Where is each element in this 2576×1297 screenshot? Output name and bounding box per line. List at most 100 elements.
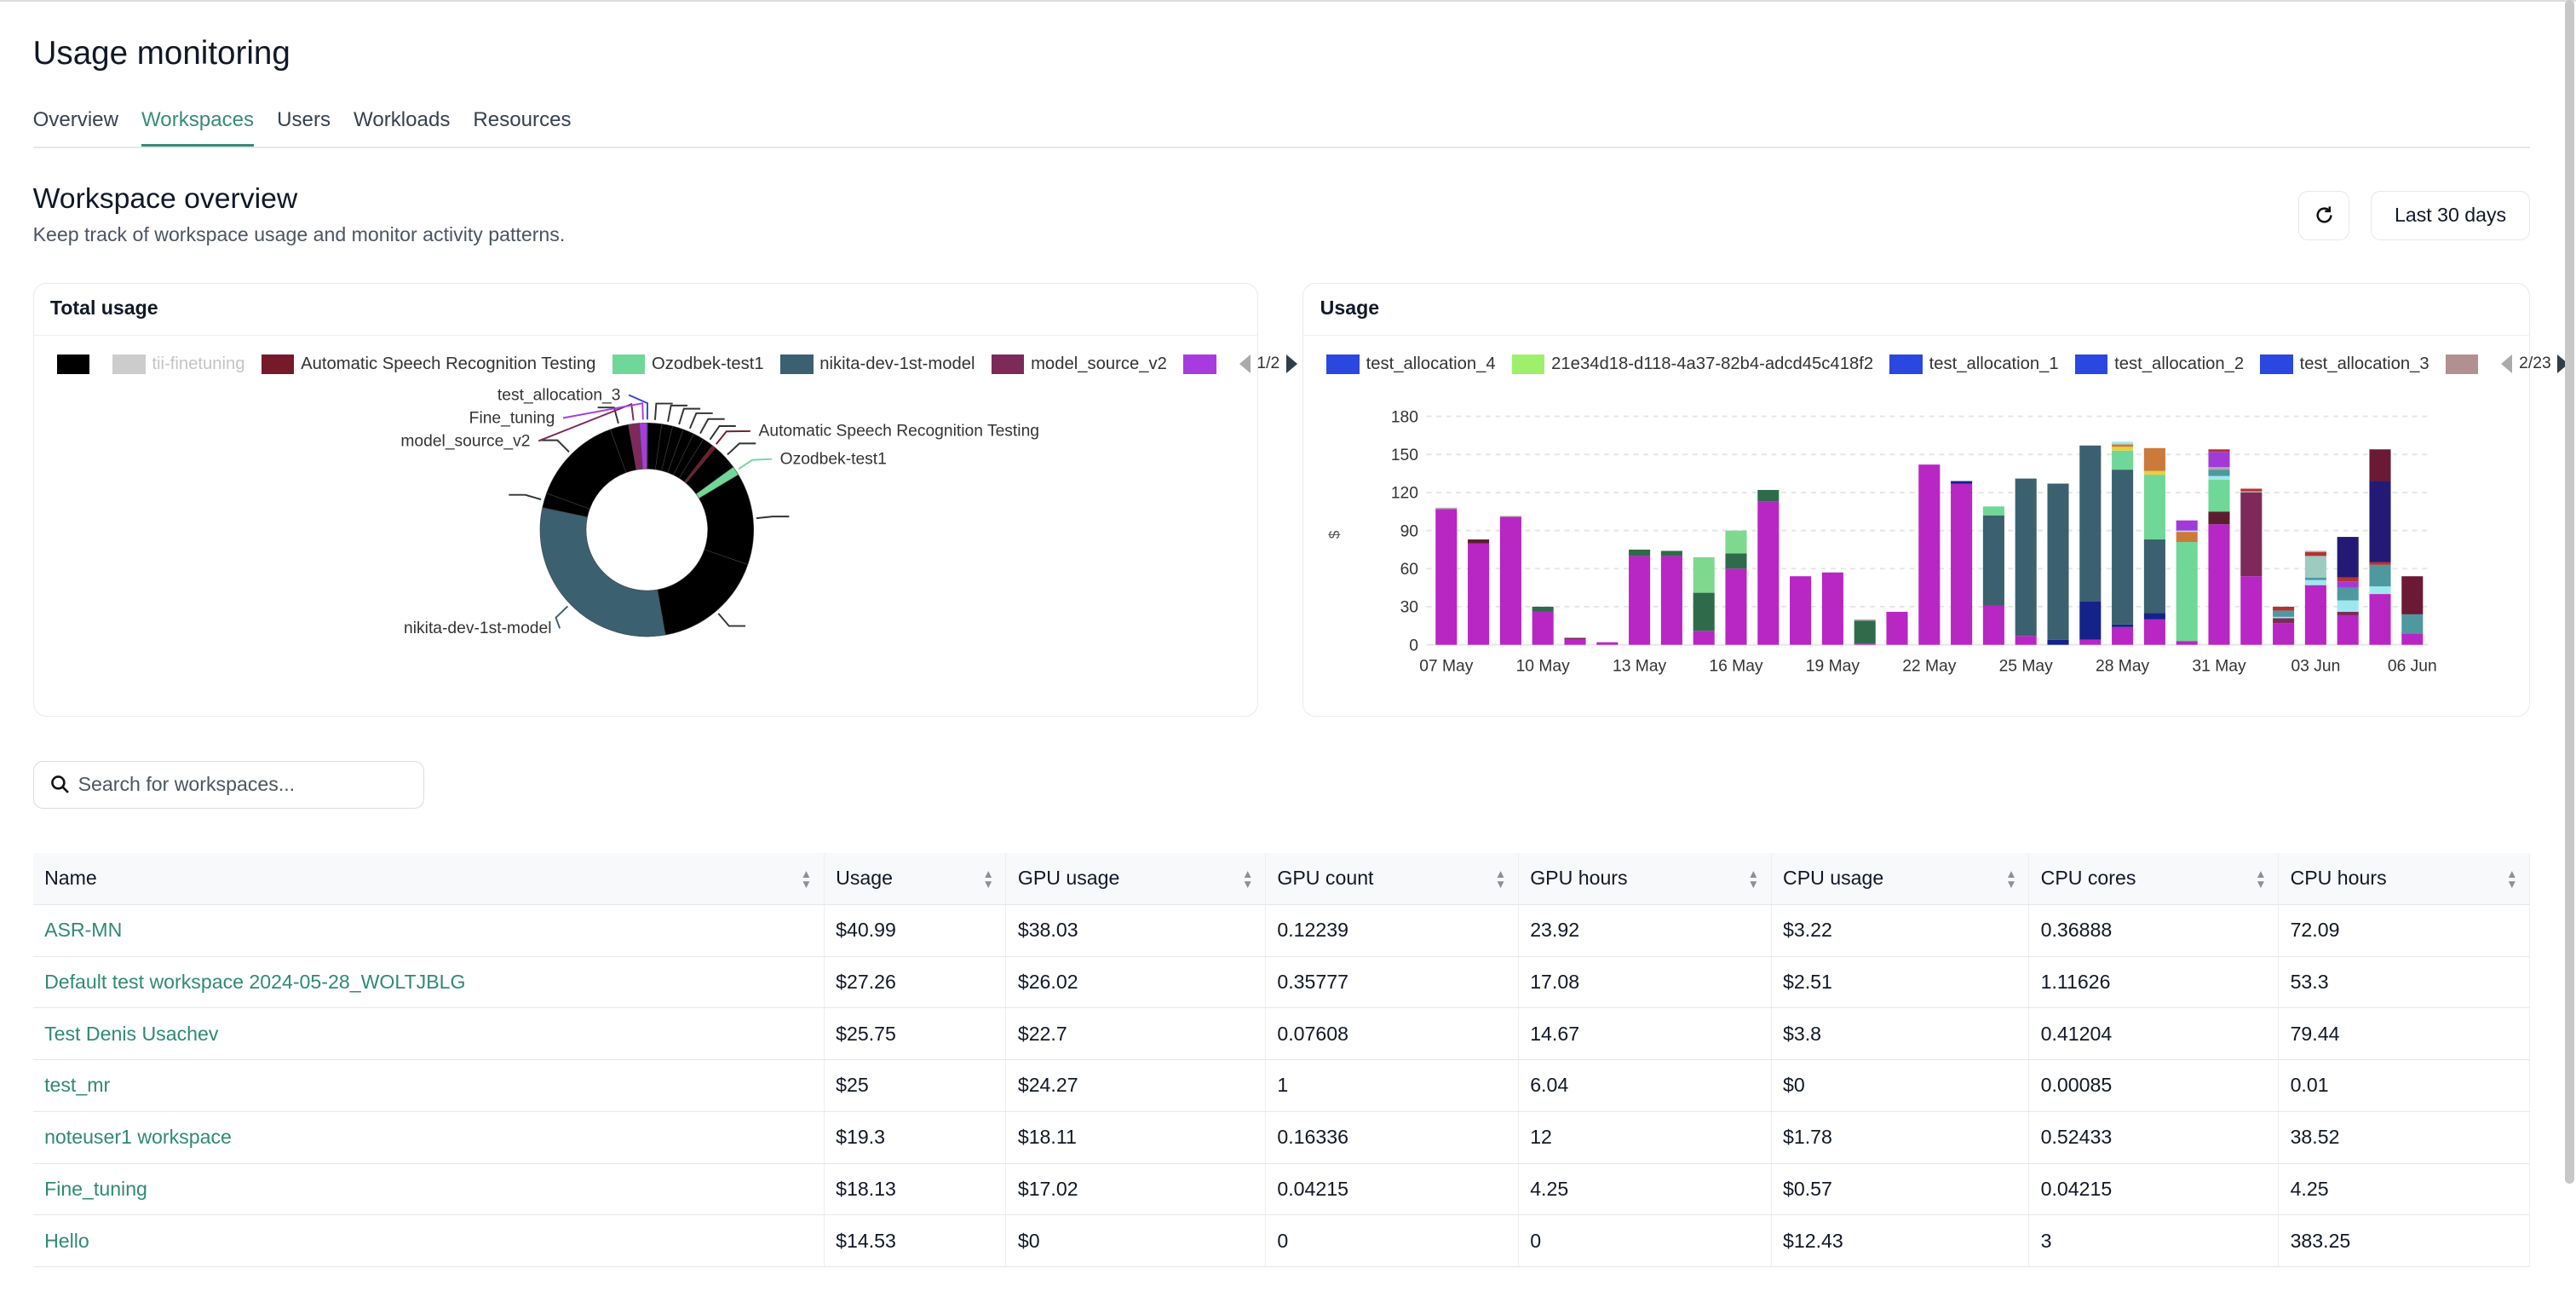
bar-segment[interactable] bbox=[1854, 643, 1877, 646]
bar-segment[interactable] bbox=[1725, 553, 1747, 569]
bar-segment[interactable] bbox=[1951, 481, 1973, 484]
bar-segment[interactable] bbox=[1790, 576, 1812, 646]
bar-segment[interactable] bbox=[2337, 578, 2360, 582]
bar-segment[interactable] bbox=[1661, 556, 1683, 646]
tab-workspaces[interactable]: Workspaces bbox=[141, 108, 255, 147]
table-row[interactable]: noteuser1 workspace $19.3 $18.11 0.16336 12 $… bbox=[32, 1111, 2531, 1164]
bar-segment[interactable] bbox=[1532, 607, 1555, 613]
bar-segment[interactable] bbox=[2273, 610, 2295, 618]
bar-segment[interactable] bbox=[1693, 592, 1716, 631]
bar-segment[interactable] bbox=[2112, 444, 2134, 447]
bar-segment[interactable] bbox=[1435, 508, 1458, 510]
bar-segment[interactable] bbox=[2208, 476, 2230, 481]
legend-item[interactable] bbox=[2445, 354, 2485, 374]
legend-item[interactable]: test_allocation_2 bbox=[2074, 354, 2244, 374]
bar-segment[interactable] bbox=[2047, 483, 2069, 641]
tab-resources[interactable]: Resources bbox=[473, 108, 572, 132]
workspace-link[interactable]: Fine_tuning bbox=[32, 1163, 825, 1216]
bar-segment[interactable] bbox=[2240, 491, 2263, 493]
legend-item[interactable]: test_allocation_3 bbox=[2260, 354, 2429, 374]
bar-segment[interactable] bbox=[2015, 478, 2038, 637]
bar-segment[interactable] bbox=[2144, 613, 2166, 620]
bar-segment[interactable] bbox=[1693, 631, 1716, 646]
bar-segment[interactable] bbox=[2079, 640, 2102, 646]
bar-segment[interactable] bbox=[2176, 530, 2199, 533]
bar-segment[interactable] bbox=[2305, 551, 2327, 553]
column-header[interactable]: Usage ▲ ▼ bbox=[824, 852, 1007, 905]
bar-segment[interactable] bbox=[2273, 623, 2295, 646]
bar-segment[interactable] bbox=[1500, 516, 1522, 517]
bar-segment[interactable] bbox=[1564, 640, 1586, 646]
bar-segment[interactable] bbox=[2176, 521, 2199, 531]
column-header[interactable]: CPU usage ▲ ▼ bbox=[1771, 852, 2030, 905]
sort-icon[interactable]: ▲ ▼ bbox=[1242, 868, 1254, 891]
column-header[interactable]: CPU hours ▲ ▼ bbox=[2278, 852, 2531, 905]
legend-item[interactable]: Automatic Speech Recognition Testing bbox=[261, 354, 595, 374]
bar-segment[interactable] bbox=[2305, 585, 2327, 646]
legend-item[interactable]: model_source_v2 bbox=[991, 354, 1167, 374]
tab-workloads[interactable]: Workloads bbox=[354, 108, 451, 132]
sort-icon[interactable]: ▲ ▼ bbox=[982, 868, 994, 891]
bar-segment[interactable] bbox=[1725, 530, 1747, 554]
bar-segment[interactable] bbox=[2305, 580, 2327, 586]
bar-segment[interactable] bbox=[2176, 641, 2199, 646]
prev-page-icon[interactable] bbox=[2501, 355, 2513, 374]
bar-segment[interactable] bbox=[1629, 550, 1651, 556]
bar-segment[interactable] bbox=[2337, 615, 2360, 646]
bar-segment[interactable] bbox=[1532, 612, 1555, 646]
tab-users[interactable]: Users bbox=[277, 108, 331, 132]
sort-icon[interactable]: ▲ ▼ bbox=[2255, 868, 2267, 891]
bar-segment[interactable] bbox=[2240, 493, 2263, 577]
bar-segment[interactable] bbox=[2144, 448, 2166, 471]
column-header[interactable]: Name ▲ ▼ bbox=[32, 852, 825, 905]
column-header[interactable]: GPU count ▲ ▼ bbox=[1265, 852, 1519, 905]
sort-icon[interactable]: ▲ ▼ bbox=[800, 868, 813, 891]
bar-segment[interactable] bbox=[2112, 625, 2134, 628]
sort-icon[interactable]: ▲ ▼ bbox=[1494, 868, 1507, 891]
donut-slice[interactable] bbox=[638, 423, 647, 470]
bar-segment[interactable] bbox=[2208, 524, 2230, 646]
bar-segment[interactable] bbox=[2208, 511, 2230, 525]
bar-segment[interactable] bbox=[1951, 483, 1973, 646]
bar-segment[interactable] bbox=[2176, 532, 2199, 543]
bar-segment[interactable] bbox=[1983, 605, 2005, 646]
bar-segment[interactable] bbox=[1468, 539, 1490, 544]
bar-segment[interactable] bbox=[1468, 543, 1490, 646]
bar-segment[interactable] bbox=[2112, 470, 2134, 625]
bar-segment[interactable] bbox=[2401, 576, 2424, 615]
bar-segment[interactable] bbox=[2369, 481, 2391, 563]
table-row[interactable]: Hello $14.53 $0 0 0 $12.43 3 383.25 bbox=[32, 1214, 2531, 1268]
workspace-link[interactable]: Default test workspace 2024-05-28_WOLTJB… bbox=[32, 956, 825, 1009]
legend-item[interactable]: tii-finetuning bbox=[112, 354, 245, 374]
bar-segment[interactable] bbox=[2079, 602, 2102, 641]
bar-segment[interactable] bbox=[2337, 537, 2360, 579]
legend-item[interactable] bbox=[1183, 354, 1222, 374]
bar-segment[interactable] bbox=[2208, 467, 2230, 470]
bar-segment[interactable] bbox=[2112, 441, 2134, 445]
date-range-button[interactable]: Last 30 days bbox=[2370, 190, 2531, 240]
bar-segment[interactable] bbox=[2337, 581, 2360, 588]
bar-segment[interactable] bbox=[2305, 552, 2327, 556]
bar-segment[interactable] bbox=[2079, 446, 2102, 602]
workspace-link[interactable]: ASR-MN bbox=[32, 904, 825, 957]
bar-segment[interactable] bbox=[2112, 627, 2134, 646]
legend-item[interactable]: test_allocation_4 bbox=[1326, 354, 1496, 374]
bar-segment[interactable] bbox=[2369, 449, 2391, 481]
workspace-link[interactable]: Test Denis Usachev bbox=[32, 1007, 825, 1061]
bar-segment[interactable] bbox=[1564, 637, 1586, 641]
legend-item[interactable]: Ozodbek-test1 bbox=[612, 354, 764, 374]
search-input[interactable]: Search for workspaces... bbox=[32, 760, 424, 809]
bar-segment[interactable] bbox=[2369, 586, 2391, 595]
table-row[interactable]: Default test workspace 2024-05-28_WOLTJB… bbox=[32, 956, 2531, 1009]
bar-segment[interactable] bbox=[1886, 612, 1908, 646]
column-header[interactable]: CPU cores ▲ ▼ bbox=[2028, 852, 2280, 905]
bar-segment[interactable] bbox=[2369, 594, 2391, 646]
sort-icon[interactable]: ▲ ▼ bbox=[2005, 868, 2017, 891]
legend-item[interactable]: nikita-dev-1st-model bbox=[779, 354, 975, 374]
bar-segment[interactable] bbox=[2144, 539, 2166, 614]
bar-segment[interactable] bbox=[1983, 516, 2005, 606]
bar-segment[interactable] bbox=[2305, 578, 2327, 581]
donut-slice[interactable] bbox=[539, 507, 666, 637]
bar-segment[interactable] bbox=[1435, 509, 1458, 646]
bar-segment[interactable] bbox=[1983, 506, 2005, 516]
